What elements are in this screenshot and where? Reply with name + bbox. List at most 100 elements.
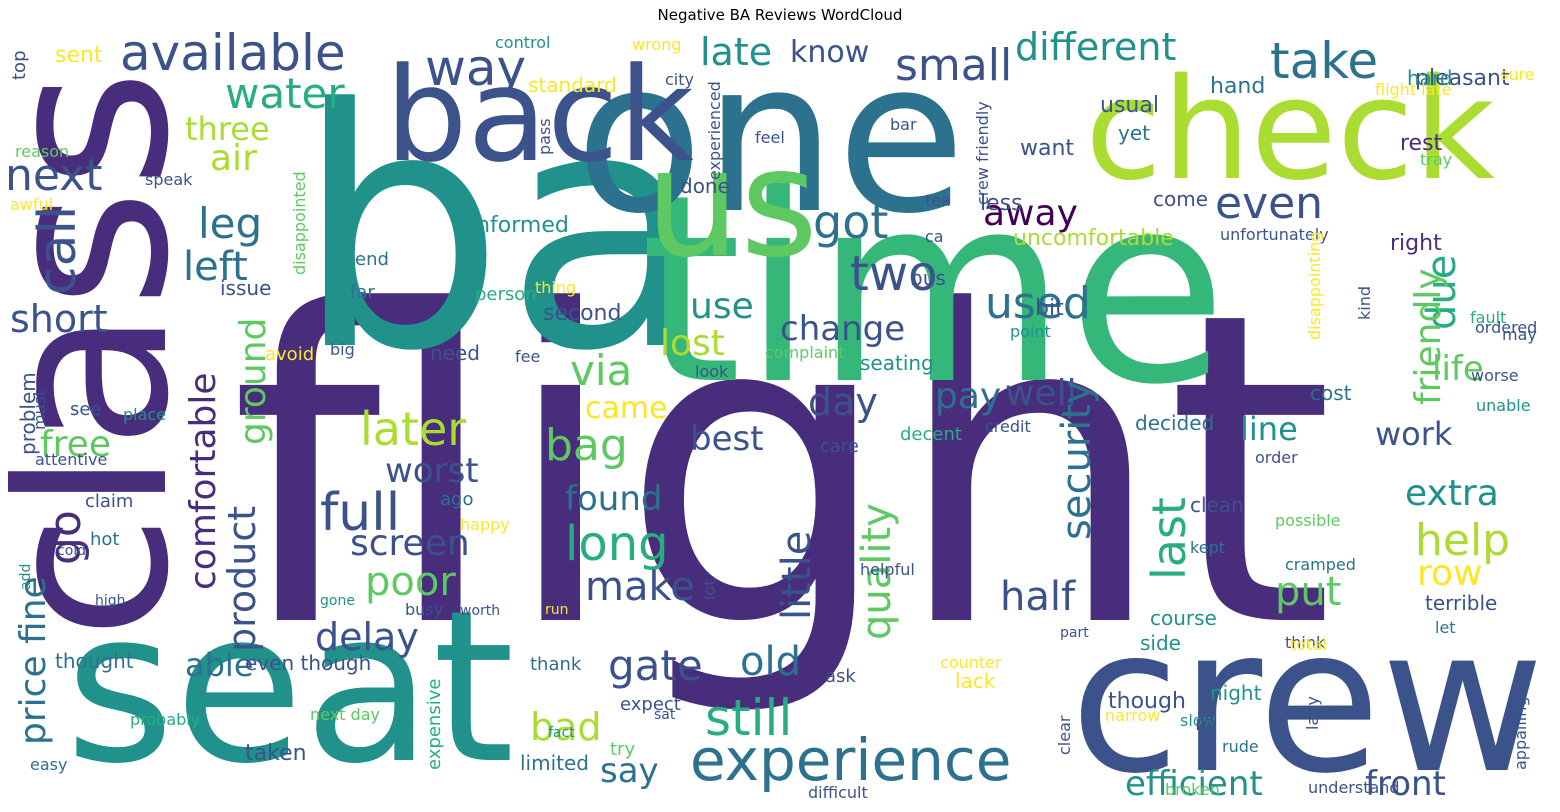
word-away: away <box>983 193 1078 234</box>
word-unable: unable <box>1476 396 1531 415</box>
word-pleasant: pleasant <box>1415 66 1510 91</box>
word-available: available <box>120 30 346 82</box>
word-bit: bit <box>1035 296 1064 321</box>
word-front: front <box>1365 764 1446 804</box>
word-able: able <box>185 646 254 684</box>
word-busy: busy <box>405 600 443 619</box>
word-top: top <box>9 51 30 81</box>
word-second: second <box>543 301 621 326</box>
word-seat: seat <box>65 565 515 804</box>
word-thought: thought <box>55 649 134 673</box>
word-worse: worse <box>1471 366 1519 385</box>
word-came: came <box>585 391 668 426</box>
word-line: line <box>1240 410 1298 448</box>
word-via: via <box>570 346 632 395</box>
word-late: late <box>700 30 772 74</box>
word-security: security <box>1054 380 1100 540</box>
word-work: work <box>1375 415 1453 453</box>
word-pass: pass <box>535 118 554 155</box>
word-left: left <box>183 244 248 290</box>
word-decided: decided <box>1135 411 1214 435</box>
word-one: one <box>575 30 966 260</box>
word-clean: clean <box>1190 493 1244 517</box>
word-rest: rest <box>1400 131 1443 156</box>
word-small: small <box>895 40 1012 91</box>
word-problem: problem <box>16 372 40 455</box>
word-comfortable: comfortable <box>183 372 224 590</box>
word-come: come <box>1153 187 1208 211</box>
word-place: place <box>123 405 166 424</box>
word-part: part <box>1060 625 1089 641</box>
word-us: us <box>645 117 818 291</box>
word-delay: delay <box>315 615 419 659</box>
word-try: try <box>610 739 635 760</box>
word-bad: bad <box>530 705 602 749</box>
word-go: go <box>40 510 91 565</box>
word-slow: slow <box>1180 711 1216 730</box>
word-end: end <box>355 249 389 270</box>
word-attentive: attentive <box>35 450 107 469</box>
word-expensive: expensive <box>424 679 445 770</box>
word-check: check <box>1085 49 1495 212</box>
word-later: later <box>360 402 466 456</box>
word-make: make <box>585 564 695 610</box>
word-worth: worth <box>460 603 500 619</box>
word-even: even <box>1215 178 1323 229</box>
word-speak: speak <box>145 170 193 189</box>
word-must: must <box>30 390 49 430</box>
word-lack: lack <box>955 669 996 693</box>
word-feel: feel <box>755 128 785 147</box>
word-call: call <box>28 206 88 295</box>
word-sure: sure <box>1500 65 1535 84</box>
word-due: due <box>1419 255 1465 330</box>
word-bus: bus <box>910 266 946 290</box>
word-total: total <box>1290 635 1327 654</box>
word-class: class <box>8 69 220 640</box>
word-quality: quality <box>854 503 900 640</box>
word-let: let <box>1435 618 1456 637</box>
word-hot: hot <box>90 529 119 550</box>
word-disappointing: disappointing <box>1305 232 1324 340</box>
word-care: care <box>820 436 859 457</box>
word-efficient: efficient <box>1125 764 1263 804</box>
word-difficult: difficult <box>808 783 868 802</box>
word-complaint: complaint <box>765 343 844 362</box>
word-well: well <box>1005 373 1077 414</box>
word-probably: probably <box>130 710 200 729</box>
word-fault: fault <box>1470 308 1506 327</box>
word-big: big <box>330 340 355 359</box>
word-help: help <box>1415 515 1510 566</box>
word-disappointed: disappointed <box>290 171 309 275</box>
word-course: course <box>1150 606 1217 630</box>
word-though: though <box>1108 689 1186 714</box>
word-experience: experience <box>690 726 1011 794</box>
word-price-fine: price fine <box>13 576 54 745</box>
word-three: three <box>185 110 270 148</box>
word-happy: happy <box>460 515 510 534</box>
word-next-day: next day <box>310 705 380 724</box>
word-fact: fact <box>548 725 575 741</box>
word-last: last <box>1142 497 1196 580</box>
word-right: right <box>1390 231 1442 256</box>
word-counter: counter <box>940 653 1002 672</box>
word-see: see <box>70 399 102 420</box>
word-ago: ago <box>440 489 473 510</box>
word-run: run <box>545 602 569 618</box>
word-crew: crew <box>1070 585 1544 804</box>
word-limited: limited <box>520 751 589 775</box>
word-cramped: cramped <box>1285 555 1356 574</box>
word-time: time <box>640 140 1227 442</box>
word-crew-friendly: crew friendly <box>973 101 992 205</box>
word-credit: credit <box>985 417 1031 436</box>
word-ask: ask <box>825 666 856 687</box>
word-high: high <box>95 593 126 609</box>
word-kept: kept <box>1190 538 1225 557</box>
word-life: life <box>1432 349 1484 389</box>
word-need: need <box>430 341 480 365</box>
word-avoid: avoid <box>265 344 314 365</box>
word-flight-late: flight late <box>1375 80 1452 99</box>
word-lot: lot <box>700 579 719 600</box>
word-poor: poor <box>365 559 456 605</box>
word-leg: leg <box>198 199 262 248</box>
